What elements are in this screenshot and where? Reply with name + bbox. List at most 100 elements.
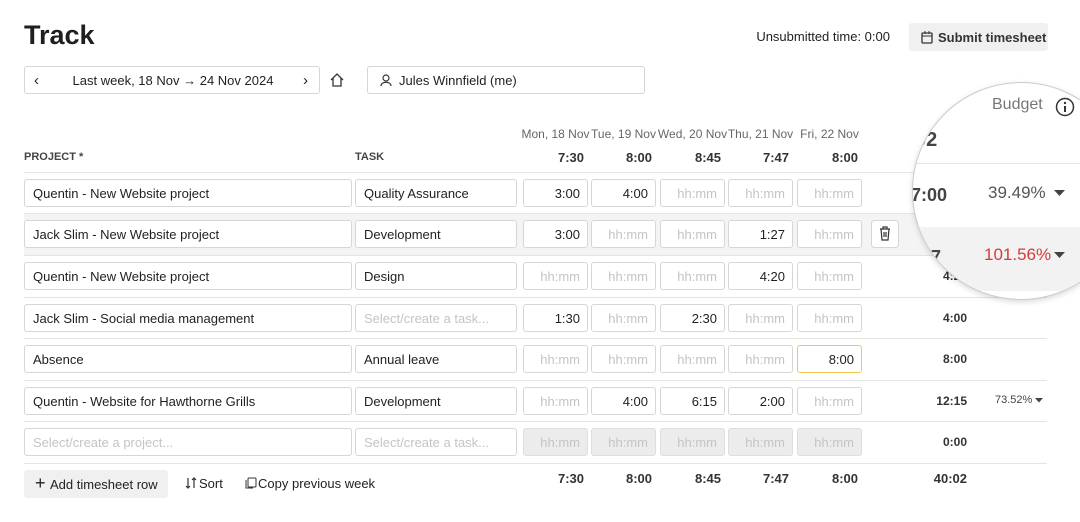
grand-total: 40:02 [933, 471, 967, 486]
row-divider [24, 421, 1047, 422]
zoom-hover-row [913, 227, 1080, 291]
time-text: hh:mm [814, 269, 854, 284]
time-input[interactable]: 4:00 [591, 179, 656, 207]
time-input[interactable]: hh:mm [660, 220, 725, 248]
time-input[interactable]: 8:00 [797, 345, 862, 373]
time-input[interactable]: hh:mm [797, 179, 862, 207]
time-input[interactable]: 3:00 [523, 179, 588, 207]
copy-button[interactable]: Copy previous week [245, 476, 375, 491]
time-input[interactable]: 2:00 [728, 387, 793, 415]
time-text: hh:mm [677, 227, 717, 242]
week-selector[interactable]: ‹ Last week, 18 Nov → 24 Nov 2024 › [24, 66, 320, 94]
time-input[interactable]: hh:mm [797, 387, 862, 415]
time-input[interactable]: 6:15 [660, 387, 725, 415]
time-input[interactable]: 1:27 [728, 220, 793, 248]
footer-day-total: 7:47 [762, 471, 789, 486]
row-total: 0:00 [942, 435, 967, 449]
time-input[interactable]: 2:30 [660, 304, 725, 332]
next-week[interactable]: › [303, 72, 308, 89]
time-input[interactable]: hh:mm [591, 345, 656, 373]
task-input[interactable]: Development [355, 220, 517, 248]
time-text: 4:00 [622, 394, 648, 409]
info-icon[interactable] [1055, 97, 1075, 117]
zoom-total: 02 [915, 129, 938, 151]
time-input[interactable]: hh:mm [660, 179, 725, 207]
project-input[interactable]: Quentin - Website for Hawthorne Grills [24, 387, 352, 415]
time-input[interactable]: hh:mm [660, 262, 725, 290]
submit-button[interactable]: Submit timesheet [909, 23, 1048, 51]
time-input[interactable]: hh:mm [728, 345, 793, 373]
row-divider [24, 172, 1047, 173]
time-text: hh:mm [745, 352, 785, 367]
time-text: hh:mm [540, 435, 580, 450]
time-text: hh:mm [608, 269, 648, 284]
time-text: hh:mm [540, 269, 580, 284]
project-input[interactable]: Select/create a project... [24, 428, 352, 456]
day-total: 8:00 [625, 150, 652, 165]
time-input[interactable]: hh:mm [797, 304, 862, 332]
time-input[interactable]: 4:00 [591, 387, 656, 415]
project-input[interactable]: Quentin - New Website project [24, 262, 352, 290]
prev-week[interactable]: ‹ [34, 72, 39, 89]
project-input-text: Absence [33, 352, 84, 367]
zoom-budget: 39.49% [988, 183, 1046, 202]
row-budget: 73.52% [995, 394, 1033, 406]
time-input[interactable]: 3:00 [523, 220, 588, 248]
time-input[interactable]: hh:mm [797, 262, 862, 290]
week-label: Last week, 18 Nov → 24 Nov 2024 [72, 73, 274, 88]
time-text: 1:30 [554, 311, 580, 326]
project-input[interactable]: Jack Slim - Social media management [24, 304, 352, 332]
time-input[interactable]: hh:mm [591, 220, 656, 248]
time-text: hh:mm [677, 352, 717, 367]
zoom-budget-over: 101.56% [984, 245, 1052, 264]
task-input[interactable]: Development [355, 387, 517, 415]
time-input[interactable]: hh:mm [797, 220, 862, 248]
task-input[interactable]: Design [355, 262, 517, 290]
task-input[interactable]: Annual leave [355, 345, 517, 373]
sort-label: Sort [199, 476, 223, 491]
time-text: 6:15 [691, 394, 717, 409]
time-text: 3:00 [554, 186, 580, 201]
home-icon[interactable] [330, 73, 344, 87]
time-input[interactable]: hh:mm [728, 304, 793, 332]
time-input-disabled: hh:mm [591, 428, 656, 456]
user-selector[interactable]: Jules Winnfield (me) [367, 66, 645, 94]
day-label: Mon, 18 Nov [521, 127, 590, 141]
row-divider [24, 297, 1047, 298]
project-input-text: Quentin - New Website project [33, 269, 210, 284]
time-input[interactable]: hh:mm [660, 345, 725, 373]
task-input[interactable]: Select/create a task... [355, 304, 517, 332]
sort-button[interactable]: Sort [185, 476, 223, 491]
time-input[interactable]: hh:mm [523, 262, 588, 290]
day-label: Tue, 19 Nov [591, 127, 656, 141]
project-input[interactable]: Absence [24, 345, 352, 373]
submit-label: Submit timesheet [938, 30, 1047, 45]
time-input[interactable]: 4:20 [728, 262, 793, 290]
caret[interactable] [1054, 252, 1065, 259]
time-input-disabled: hh:mm [660, 428, 725, 456]
time-text: hh:mm [540, 394, 580, 409]
time-input[interactable]: hh:mm [591, 304, 656, 332]
caret[interactable] [1035, 398, 1043, 403]
day-total: 8:45 [694, 150, 721, 165]
delete-row[interactable] [871, 220, 899, 248]
project-input[interactable]: Jack Slim - New Website project [24, 220, 352, 248]
task-input[interactable]: Select/create a task... [355, 428, 517, 456]
time-text: hh:mm [608, 227, 648, 242]
zoom-row-total: 7 [931, 247, 942, 267]
add-row-button[interactable]: + Add timesheet row [24, 470, 168, 498]
time-input[interactable]: hh:mm [728, 179, 793, 207]
time-input[interactable]: 1:30 [523, 304, 588, 332]
task-input-text: Select/create a task... [364, 435, 490, 450]
budget-header: Budget [992, 96, 1043, 113]
project-input-text: Select/create a project... [33, 435, 174, 450]
caret[interactable] [1054, 190, 1065, 197]
time-text: hh:mm [814, 311, 854, 326]
time-input[interactable]: hh:mm [591, 262, 656, 290]
zoom-lens: Budget 02 7:00 39.49% 7 101.56% [912, 82, 1080, 300]
task-input[interactable]: Quality Assurance [355, 179, 517, 207]
row-divider [24, 213, 1047, 214]
project-input[interactable]: Quentin - New Website project [24, 179, 352, 207]
time-input[interactable]: hh:mm [523, 387, 588, 415]
time-input[interactable]: hh:mm [523, 345, 588, 373]
